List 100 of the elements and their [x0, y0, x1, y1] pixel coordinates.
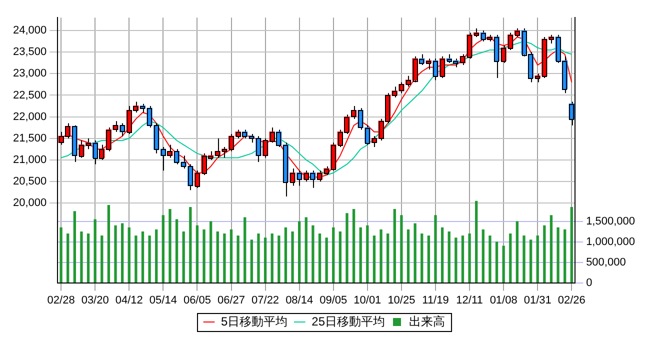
y-tick-label: 20,500 — [12, 175, 47, 188]
legend-label: 25日移動平均 — [312, 314, 386, 328]
bar — [338, 231, 342, 283]
bar — [406, 229, 410, 283]
bar — [202, 229, 206, 283]
bar — [236, 236, 240, 283]
y2-tick-label: 500,000 — [586, 256, 626, 268]
bar — [475, 200, 478, 283]
bar — [461, 236, 464, 283]
bar — [325, 238, 328, 283]
x-tick-label: 11/19 — [422, 294, 449, 306]
x-tick-label: 01/31 — [524, 294, 552, 306]
bar — [168, 209, 172, 283]
bar — [141, 231, 144, 283]
bar — [420, 234, 424, 283]
legend-label: 出来高 — [409, 314, 446, 328]
bar — [352, 209, 356, 283]
bar — [564, 229, 566, 283]
bar — [536, 236, 539, 283]
bar — [386, 234, 390, 283]
bar — [482, 229, 484, 283]
bar — [488, 236, 492, 283]
bar — [250, 240, 254, 283]
bar — [134, 236, 138, 283]
x-tick-label: 07/22 — [252, 294, 280, 306]
x-tick-label: 12/11 — [456, 294, 483, 306]
x-tick-label: 08/14 — [286, 294, 314, 306]
bar — [516, 221, 519, 283]
bar — [440, 227, 444, 283]
bar — [223, 234, 226, 283]
bar — [468, 234, 471, 283]
x-tick-label: 02/26 — [558, 294, 586, 306]
y-tick-label: 24,000 — [12, 24, 47, 37]
bar — [298, 221, 301, 283]
bar — [448, 231, 450, 283]
y-tick-label: 23,500 — [12, 46, 47, 58]
x-tick-label: 01/08 — [490, 294, 518, 306]
legend-label: 5日移動平均 — [220, 314, 288, 328]
bar — [380, 229, 382, 283]
x-tick-label: 05/14 — [149, 294, 177, 306]
bar — [502, 246, 505, 283]
x-tick-label: 04/12 — [115, 294, 143, 306]
bar — [522, 236, 526, 283]
bar — [495, 242, 498, 283]
bar — [216, 231, 219, 283]
x-tick-label: 10/01 — [354, 294, 382, 306]
bar — [543, 225, 546, 283]
y-tick-label: 21,500 — [12, 132, 47, 144]
bar — [100, 236, 104, 283]
bar — [529, 240, 532, 283]
bar — [196, 225, 199, 283]
y-tick-label: 22,000 — [12, 110, 47, 123]
bar — [264, 238, 267, 283]
bar — [318, 234, 322, 283]
y-tick-label: 20,000 — [12, 197, 47, 210]
bar — [304, 217, 308, 283]
y2-tick-label: 1,000,000 — [586, 236, 635, 248]
bar — [107, 204, 110, 283]
bar — [278, 236, 280, 283]
bar — [427, 236, 430, 283]
bar — [60, 227, 62, 283]
bar — [114, 225, 117, 283]
bar — [210, 221, 212, 283]
bar — [366, 225, 369, 283]
bar — [346, 213, 348, 283]
y-tick-label: 22,500 — [12, 89, 47, 102]
bar — [257, 234, 260, 283]
x-tick-label: 02/28 — [47, 294, 75, 306]
bar — [509, 234, 512, 283]
bar — [556, 227, 560, 283]
bar — [120, 223, 124, 283]
bar — [270, 234, 274, 283]
bar — [244, 217, 246, 283]
x-tick-label: 06/05 — [183, 294, 211, 306]
bar — [189, 206, 192, 283]
bar — [393, 209, 396, 283]
x-tick-label: 06/27 — [217, 294, 246, 306]
bar — [414, 223, 416, 283]
bar — [550, 215, 553, 283]
bar — [94, 219, 96, 283]
bar — [73, 211, 76, 283]
x-tick-label: 10/25 — [388, 294, 416, 306]
bar — [359, 227, 362, 283]
bar — [291, 231, 294, 283]
bar — [86, 234, 90, 283]
bar — [80, 231, 83, 283]
bar — [230, 229, 233, 283]
y2-tick-label: 1,500,000 — [586, 216, 635, 228]
y-tick-label: 23,000 — [12, 68, 47, 80]
y2-tick-label: 0 — [586, 276, 592, 289]
bar — [400, 215, 403, 283]
bar — [175, 219, 178, 283]
x-tick-label: 09/05 — [320, 294, 348, 306]
bar — [155, 229, 158, 283]
bar — [182, 231, 185, 283]
x-tick-label: 03/20 — [81, 294, 109, 306]
bar — [128, 227, 130, 283]
bar — [312, 225, 314, 283]
bar — [332, 227, 335, 283]
bar — [148, 236, 151, 283]
